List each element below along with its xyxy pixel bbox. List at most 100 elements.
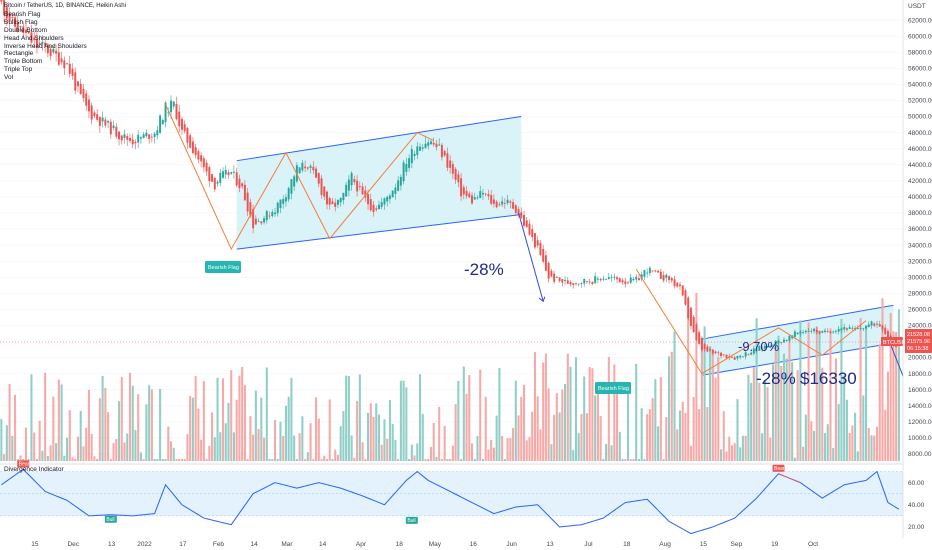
volume-bar: [33, 432, 36, 461]
flag-channel-top: [701, 304, 894, 340]
volume-bar: [668, 356, 671, 461]
indicator-item[interactable]: Bearish Flag: [4, 10, 41, 18]
candle-body: [243, 184, 246, 201]
volume-bar: [386, 438, 389, 461]
chart-legend: Bitcoin / TetherUS, 1D, BINANCE, Heikin …: [4, 3, 126, 82]
volume-bar: [470, 443, 474, 461]
candle-body: [793, 331, 796, 337]
candle-body: [304, 166, 307, 169]
candle-body: [378, 204, 380, 210]
volume-bar: [350, 435, 353, 461]
volume-bar: [676, 429, 679, 461]
volume-bar: [399, 380, 402, 461]
price-tick-label: 10000.00: [908, 435, 932, 442]
candle-body: [689, 307, 692, 327]
volume-bar: [410, 444, 413, 461]
candle-body: [670, 278, 673, 281]
volume-bar: [200, 439, 203, 461]
candle-body: [279, 199, 282, 209]
volume-bar: [186, 434, 189, 461]
candle-body: [312, 166, 315, 171]
indicator-item[interactable]: Head And Shoulders: [4, 34, 64, 42]
volume-bar: [536, 396, 539, 461]
candle-body: [471, 195, 474, 204]
indicator-item[interactable]: Vol: [4, 74, 14, 82]
volume-bar: [542, 362, 545, 461]
candle-body: [676, 282, 679, 287]
volume-bar: [678, 410, 682, 461]
candle-body: [782, 339, 785, 343]
candle-body: [60, 58, 63, 63]
volume-bar: [391, 423, 394, 461]
volume-bar: [520, 396, 523, 461]
volume-bar: [777, 335, 780, 461]
volume-bar: [96, 459, 99, 461]
indicator-item[interactable]: Inverse Head And Shoulders: [4, 42, 87, 50]
candle-body: [758, 346, 761, 351]
price-tick-label: 20000.00: [908, 355, 932, 362]
candle-body: [648, 267, 651, 274]
candle-body: [610, 277, 613, 279]
volume-bar: [301, 416, 304, 461]
candle-body: [703, 344, 706, 350]
candle-body: [317, 173, 320, 184]
candle-body: [845, 328, 848, 330]
volume-bar: [290, 377, 293, 461]
indicator-item[interactable]: Triple Bottom: [4, 58, 43, 66]
flag-label-box: [595, 382, 631, 394]
candle-body: [394, 187, 397, 194]
candle-body: [651, 270, 654, 272]
price-tick-label: 36000.00: [908, 226, 932, 233]
volume-bar: [793, 457, 796, 461]
candle-body: [709, 349, 712, 351]
candle-body: [200, 155, 203, 162]
volume-bar: [197, 408, 200, 461]
volume-bar: [249, 416, 252, 461]
candle-body: [170, 100, 173, 113]
candle-body: [331, 201, 334, 205]
price-tick-label: 16000.00: [908, 387, 932, 394]
volume-bar: [66, 437, 69, 461]
candle-body: [77, 81, 79, 87]
volume-bar: [681, 401, 684, 461]
candle-body: [577, 283, 580, 285]
candle-body: [156, 130, 159, 136]
candle-body: [375, 208, 378, 210]
volume-bar: [369, 403, 372, 461]
price-tick-label: 58000.00: [908, 49, 932, 56]
volume-bar: [16, 459, 19, 461]
volume-bar: [673, 331, 676, 461]
candle-body: [878, 324, 881, 327]
price-tag-box: [905, 329, 932, 353]
indicator-item[interactable]: Double Bottom: [4, 26, 47, 34]
volume-bar: [101, 376, 104, 461]
indicator-item[interactable]: Bullish Flag: [4, 18, 38, 26]
candle-body: [698, 332, 701, 344]
time-tick-label: 17: [179, 541, 187, 548]
time-tick-label: Oct: [808, 541, 818, 548]
volume-bar: [421, 413, 424, 461]
volume-bar: [11, 435, 14, 461]
volume-bar: [771, 364, 775, 461]
volume-bar: [60, 384, 63, 461]
candle-body: [287, 188, 290, 200]
volume-bar: [758, 382, 761, 461]
candle-body: [189, 135, 192, 148]
candle-body: [750, 352, 753, 355]
volume-bar: [711, 351, 714, 461]
candle-body: [695, 324, 698, 341]
candle-body: [33, 37, 36, 41]
volume-bar: [372, 416, 375, 461]
candle-body: [101, 117, 104, 122]
volume-bar: [295, 459, 298, 461]
indicator-item[interactable]: Rectangle: [4, 50, 34, 58]
volume-bar: [476, 435, 479, 461]
candle-body: [120, 135, 123, 141]
volume-bar: [517, 415, 520, 461]
candle-body: [706, 346, 709, 352]
indicator-item[interactable]: Triple Top: [4, 66, 33, 74]
candle-body: [388, 195, 391, 200]
candle-body: [572, 283, 575, 285]
volume-bar: [257, 428, 260, 461]
